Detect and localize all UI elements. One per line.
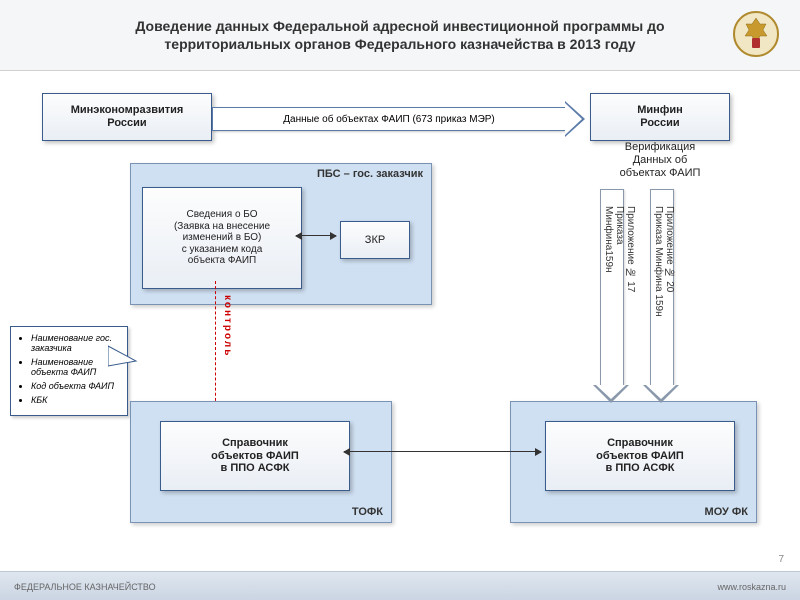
appendix-20-label: Приложение № 20Приказа Минфина 159н <box>653 206 675 317</box>
arrow-label: Данные об объектах ФАИП (673 приказ МЭР) <box>212 107 565 131</box>
footer: ФЕДЕРАЛЬНОЕ КАЗНАЧЕЙСТВО www.roskazna.ru <box>0 571 800 600</box>
mou-label: МОУ ФК <box>705 506 748 518</box>
arrow-control <box>215 281 216 411</box>
diagram-canvas: МинэкономразвитияРоссии Данные об объект… <box>0 71 800 571</box>
page-title: Доведение данных Федеральной адресной ин… <box>90 17 710 53</box>
arrow-bo-zkr <box>296 235 336 236</box>
callout-fields: Наименование гос. заказчика Наименование… <box>10 326 128 416</box>
verification-label: ВерификацияДанных обобъектах ФАИП <box>600 141 720 181</box>
page-number: 7 <box>778 554 784 565</box>
box-bo: Сведения о БО(Заявка на внесениеизменени… <box>142 187 302 289</box>
callout-pointer-icon <box>108 341 138 371</box>
callout-item: Код объекта ФАИП <box>31 381 119 391</box>
box-tofk-sprav: Справочникобъектов ФАИПв ППО АСФК <box>160 421 350 491</box>
arrow-sprav-link <box>344 451 541 452</box>
pbs-label: ПБС – гос. заказчик <box>317 168 423 180</box>
callout-item: Наименование объекта ФАИП <box>31 357 119 377</box>
header: Доведение данных Федеральной адресной ин… <box>0 0 800 71</box>
tofk-label: ТОФК <box>352 506 383 518</box>
box-zkr: ЗКР <box>340 221 410 259</box>
control-label: контроль <box>222 295 233 357</box>
box-minec: МинэкономразвитияРоссии <box>42 93 212 141</box>
arrow-data-faip: Данные об объектах ФАИП (673 приказ МЭР) <box>212 101 585 137</box>
box-mou-sprav: Справочникобъектов ФАИПв ППО АСФК <box>545 421 735 491</box>
footer-left: ФЕДЕРАЛЬНОЕ КАЗНАЧЕЙСТВО <box>14 582 156 592</box>
callout-item: КБК <box>31 395 119 405</box>
emblem-icon <box>732 10 780 58</box>
footer-right: www.roskazna.ru <box>717 582 786 592</box>
appendix-17-label: Приложение № 17ПриказаМинфина159н <box>603 206 636 292</box>
callout-item: Наименование гос. заказчика <box>31 333 119 353</box>
box-minfin: МинфинРоссии <box>590 93 730 141</box>
